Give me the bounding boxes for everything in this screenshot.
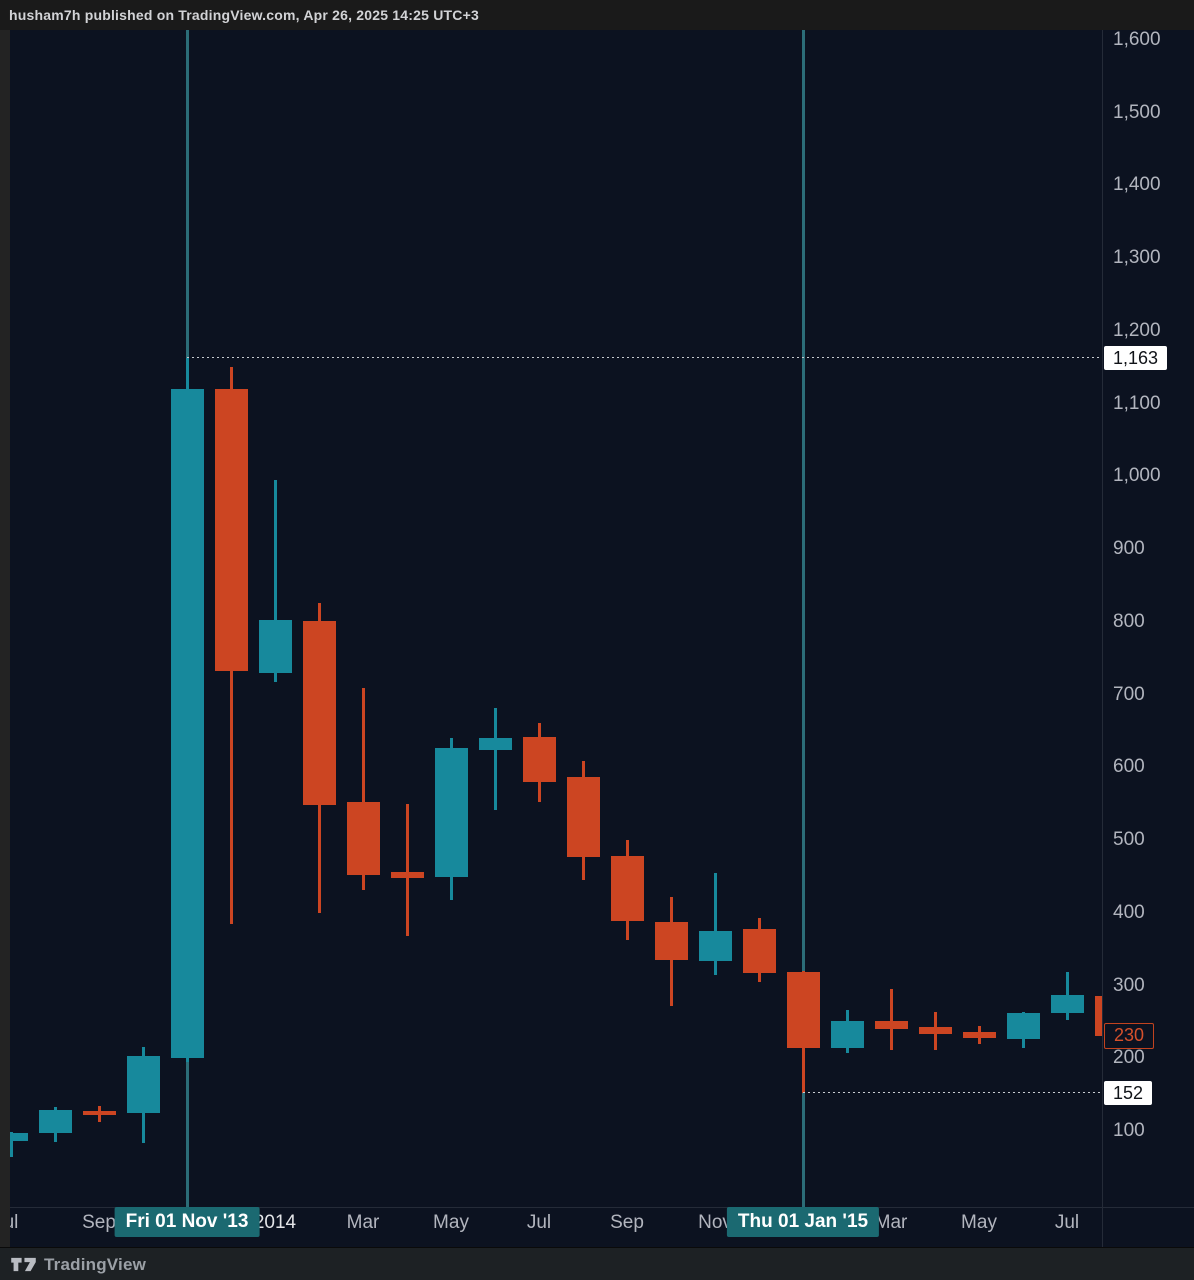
price-tick-label: 300 bbox=[1113, 974, 1145, 996]
time-tick-label: Jul bbox=[526, 1212, 552, 1233]
date-marker-badge: Thu 01 Jan '15 bbox=[726, 1207, 880, 1237]
price-tick-label: 700 bbox=[1113, 683, 1145, 705]
candle-body bbox=[918, 1026, 952, 1035]
tradingview-brand-text[interactable]: TradingView bbox=[44, 1254, 147, 1274]
candle-body bbox=[1006, 1013, 1040, 1040]
plot-area[interactable] bbox=[10, 30, 1102, 1207]
candle-body bbox=[1094, 996, 1102, 1037]
price-tick-label: 1,100 bbox=[1113, 392, 1161, 414]
price-tick-label: 1,500 bbox=[1113, 101, 1161, 123]
candle-body bbox=[786, 972, 820, 1049]
time-tick-label: Sep bbox=[610, 1212, 644, 1233]
time-tick-label: Mar bbox=[874, 1212, 908, 1233]
time-tick-label: Nov bbox=[698, 1212, 732, 1233]
publish-info-bar: husham7h published on TradingView.com, A… bbox=[0, 0, 1194, 30]
price-level-dotted-line bbox=[187, 356, 1102, 359]
footer-bar: TradingView bbox=[0, 1247, 1194, 1280]
price-tick-label: 200 bbox=[1113, 1047, 1145, 1069]
time-tick-label: 2014 bbox=[253, 1212, 297, 1233]
candle-body bbox=[390, 872, 424, 878]
price-axis[interactable]: 1,600 1,500 1,400 1,300 1,200 1,100 1,000 900 80… bbox=[1102, 29, 1194, 1247]
price-tick-label: 600 bbox=[1113, 756, 1145, 778]
price-marker-label: 1,163 bbox=[1104, 345, 1168, 370]
candle-body bbox=[434, 747, 468, 878]
candle-wick bbox=[361, 688, 365, 891]
price-tick-label: 1,200 bbox=[1113, 319, 1161, 341]
candle-body bbox=[346, 802, 380, 875]
left-edge-strip bbox=[0, 30, 10, 1247]
candle-body bbox=[1050, 994, 1084, 1014]
candle-body bbox=[214, 389, 248, 672]
time-tick-label: Mar bbox=[346, 1212, 380, 1233]
candle-wick bbox=[273, 480, 277, 682]
tradingview-logo-icon[interactable] bbox=[10, 1256, 37, 1273]
price-tick-label: 800 bbox=[1113, 610, 1145, 632]
price-marker-label: 152 bbox=[1104, 1081, 1153, 1106]
candle-body bbox=[654, 922, 688, 961]
candle-body bbox=[698, 930, 732, 961]
candle-wick bbox=[889, 989, 893, 1051]
price-tick-label: 100 bbox=[1113, 1120, 1145, 1141]
candle-body bbox=[170, 389, 204, 1059]
price-tick-label: 1,300 bbox=[1113, 247, 1161, 269]
candle-body bbox=[610, 856, 644, 921]
price-tick-label: 1,000 bbox=[1113, 465, 1161, 487]
candle-body bbox=[38, 1109, 72, 1134]
candle-body bbox=[874, 1021, 908, 1030]
chart-container[interactable]: 1,600 1,500 1,400 1,300 1,200 1,100 1,000 900 80… bbox=[0, 29, 1194, 1248]
candle-body bbox=[478, 738, 512, 750]
candle-body bbox=[258, 619, 292, 673]
candle-wick bbox=[10, 1132, 13, 1158]
time-axis[interactable]: ul Sep Fri 01 Nov '13 2014 Mar May Jul Sep Nov Th… bbox=[0, 1207, 1194, 1248]
candle-wick bbox=[493, 707, 497, 811]
date-marker-badge: Fri 01 Nov '13 bbox=[114, 1207, 260, 1237]
candle-wick bbox=[405, 803, 409, 937]
price-level-dotted-line bbox=[803, 1092, 1102, 1095]
time-tick-label: Jul bbox=[1054, 1212, 1080, 1233]
price-tick-label: 500 bbox=[1113, 829, 1145, 851]
time-tick-label: May bbox=[433, 1212, 469, 1233]
candle-body bbox=[10, 1133, 28, 1142]
candle-body bbox=[302, 621, 336, 806]
candle-body bbox=[522, 736, 556, 782]
candle-body bbox=[830, 1021, 864, 1049]
publish-info-text: husham7h published on TradingView.com, A… bbox=[9, 7, 479, 23]
price-tick-label: 1,600 bbox=[1113, 29, 1161, 50]
candle-body bbox=[566, 776, 600, 857]
candle-body bbox=[742, 928, 776, 974]
candle-wick bbox=[713, 872, 717, 975]
price-tick-label: 1,400 bbox=[1113, 174, 1161, 196]
price-tick-label: 400 bbox=[1113, 901, 1145, 923]
candle-body bbox=[126, 1056, 160, 1113]
date-highlight-line bbox=[801, 30, 805, 1207]
price-tick-label: 900 bbox=[1113, 538, 1145, 560]
last-price-label: 230 bbox=[1104, 1023, 1155, 1050]
time-tick-label: Sep bbox=[82, 1212, 116, 1233]
candle-body bbox=[962, 1032, 996, 1038]
time-tick-label: May bbox=[961, 1212, 997, 1233]
candle-body bbox=[82, 1111, 116, 1116]
